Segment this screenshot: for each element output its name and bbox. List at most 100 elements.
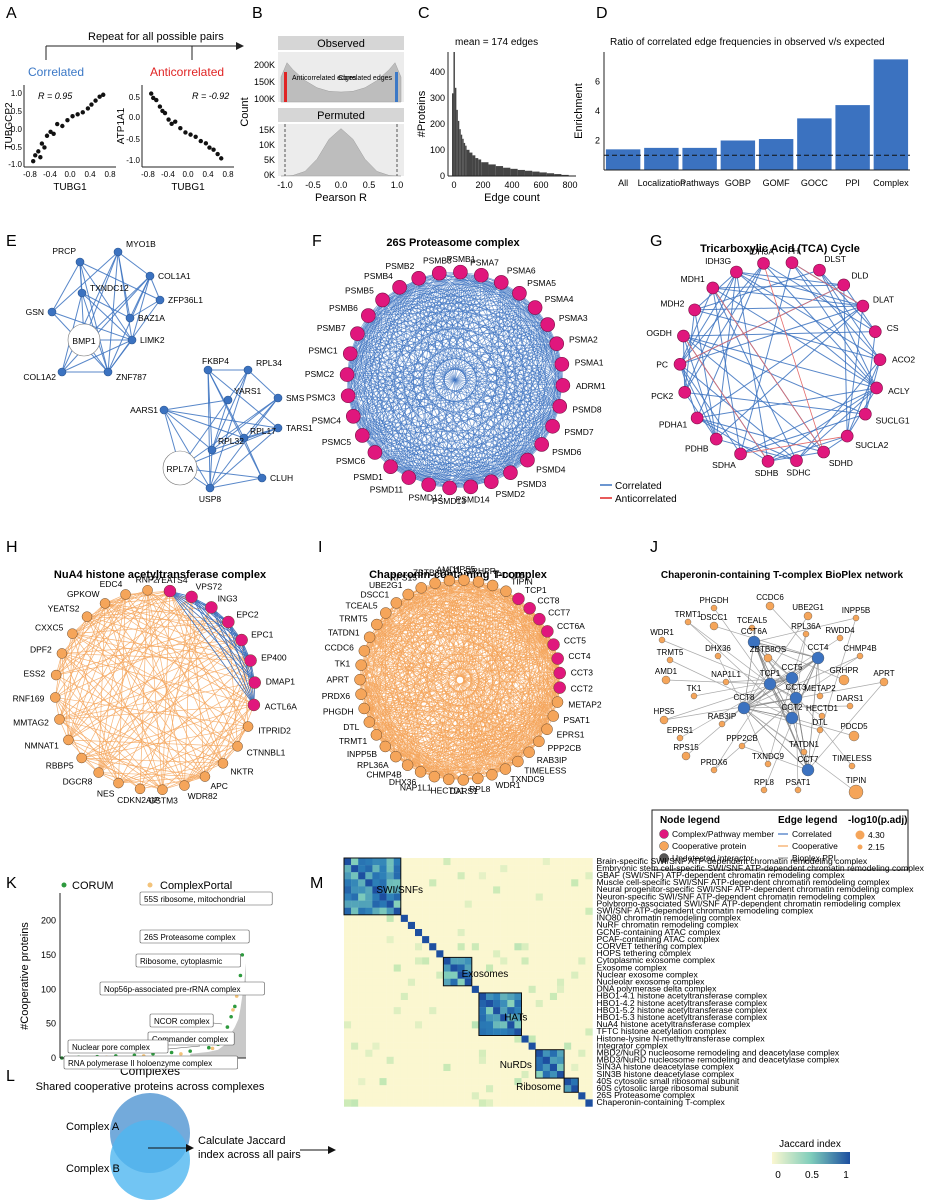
heatmap-cell [564, 929, 572, 937]
heatmap-cell [422, 957, 430, 965]
group-box [563, 1077, 579, 1093]
heatmap-cell [415, 1021, 423, 1029]
panel-letter-k: K [6, 875, 17, 892]
network-edge [679, 263, 764, 365]
network-edge [357, 274, 482, 335]
heatmap-row-label: Integrator complex [597, 1040, 669, 1050]
corum-point [207, 1045, 211, 1050]
heatmap-cell [571, 1071, 579, 1079]
heatmap-cell [585, 858, 593, 866]
heatmap-cell [486, 971, 494, 979]
heatmap-cell [407, 1000, 416, 1008]
node-label: PSMA1 [575, 357, 604, 367]
tick: 10K [259, 140, 275, 150]
heatmap-cell [379, 936, 387, 944]
heatmap-cell [528, 929, 536, 937]
histogram-bar [472, 155, 476, 176]
heatmap-cell [372, 1042, 380, 1050]
heatmap-cell [464, 1099, 472, 1107]
heatmap-cell [571, 1099, 579, 1107]
heatmap-cell [500, 907, 508, 915]
network-edge [163, 409, 279, 429]
node-label: TRMT1 [339, 736, 368, 746]
network-node [763, 653, 773, 663]
network-node [738, 742, 746, 750]
label-box [139, 891, 273, 906]
heatmap-cell [429, 1049, 437, 1057]
heatmap-cell [585, 1021, 593, 1029]
network-edge [369, 583, 436, 723]
node-label: RPL32 [218, 436, 244, 446]
legend-complex-member-dot [659, 829, 669, 839]
heatmap-cell [407, 950, 416, 958]
legend-cooperative: Cooperative protein [672, 841, 746, 851]
heatmap-cell [486, 1021, 494, 1029]
heatmap-cell [585, 971, 593, 979]
heatmap-cell [415, 950, 423, 958]
heatmap-cell [344, 950, 352, 958]
heatmap-cell [365, 921, 373, 930]
c-ylabel: #Proteins [416, 90, 428, 137]
heatmap-cell [351, 879, 359, 887]
network-node [789, 691, 803, 705]
heatmap-cell [471, 978, 480, 986]
network-edge [118, 762, 224, 784]
heatmap-cell [450, 872, 458, 880]
heatmap-cell [514, 964, 522, 972]
tick: -0.5 [126, 135, 140, 144]
node-label: TRMT5 [657, 648, 684, 657]
network-edge [139, 607, 212, 790]
scatter-point [162, 110, 168, 116]
network-edge [683, 335, 866, 415]
heatmap-cell [507, 921, 515, 930]
network-node [552, 399, 568, 414]
heatmap-cell [436, 886, 444, 894]
node-label: PSMC5 [322, 437, 352, 447]
corum-point [188, 1049, 192, 1053]
network-node [442, 480, 457, 496]
network-edge [72, 633, 119, 784]
heatmap-cell [351, 886, 359, 894]
node-legend-title: Node legend [660, 815, 720, 826]
heatmap-cell [471, 900, 480, 908]
heatmap-cell [578, 964, 586, 972]
heatmap-cell [450, 1063, 458, 1072]
network-node [512, 286, 527, 301]
heatmap-cell [514, 1063, 522, 1072]
heatmap-cell [514, 1007, 522, 1015]
heatmap-cell [393, 1063, 401, 1072]
heatmap-cell [578, 936, 586, 944]
network-node [856, 299, 870, 313]
label-box [147, 1031, 235, 1046]
heatmap-cell [393, 886, 401, 894]
network-node [747, 635, 761, 649]
network-edge [55, 697, 206, 777]
heatmap-cell [351, 1000, 359, 1008]
scatter-point [178, 125, 183, 131]
heatmap-cell [464, 1049, 472, 1057]
heatmap-cell [443, 914, 451, 923]
heatmap-cell [528, 879, 536, 887]
heatmap-cell [514, 992, 522, 1001]
node-label: CCDC6 [325, 643, 355, 653]
node-label: OGDH [646, 328, 672, 338]
heatmap-cell [400, 985, 409, 994]
heatmap-cell [422, 900, 430, 908]
network-edge [368, 282, 502, 316]
heatmap-cell [521, 1000, 529, 1008]
heatmap-cell [436, 957, 444, 965]
permuted-label: Permuted [317, 110, 365, 122]
heatmap-cell [528, 914, 536, 923]
heatmap-cell [564, 1099, 572, 1107]
heatmap-cell [393, 1007, 401, 1015]
heatmap-cell [457, 1042, 465, 1050]
heatmap-cell [549, 1007, 558, 1015]
heatmap-cell [429, 978, 437, 986]
l-arrow-2-head [328, 1146, 336, 1154]
repeat-arrow-head [236, 42, 244, 50]
network-edge [360, 664, 421, 773]
complex-label: Nuclear pore complex [72, 1043, 150, 1052]
network-edge [107, 339, 133, 373]
heatmap-cell [436, 929, 444, 937]
heatmap-cell [585, 1078, 593, 1086]
